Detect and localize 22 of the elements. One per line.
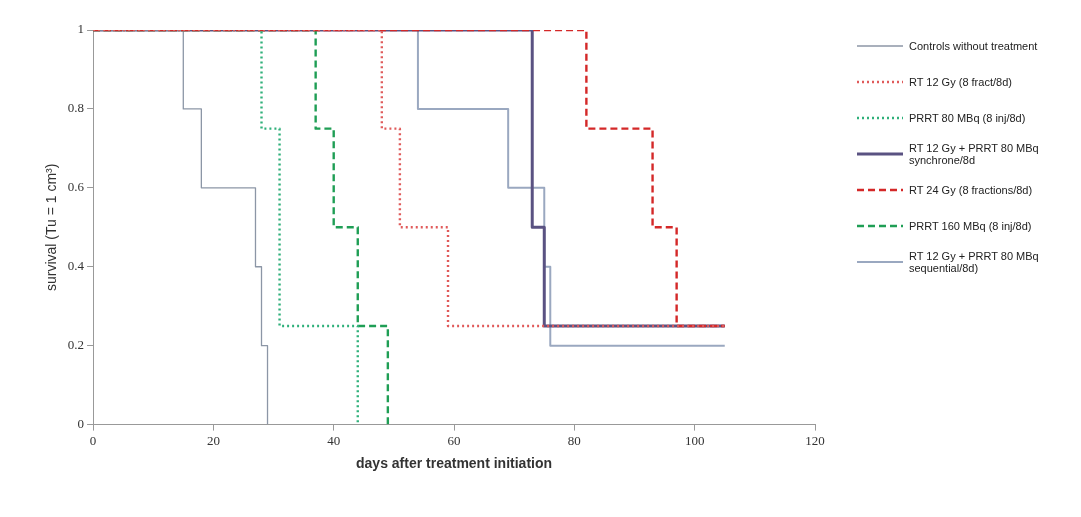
legend-label: RT 12 Gy + PRRT 80 MBq sequential/8d) bbox=[909, 250, 1040, 274]
y-tick-label: 0.4 bbox=[67, 258, 85, 274]
x-axis-title: days after treatment initiation bbox=[356, 455, 553, 472]
y-tick-label: 0 bbox=[77, 416, 85, 432]
y-tick-label: 0.6 bbox=[67, 179, 85, 195]
legend-label: Controls without treatment bbox=[909, 40, 1038, 52]
legend-label: RT 12 Gy (8 fract/8d) bbox=[909, 76, 1012, 88]
legend-label: RT 12 Gy + PRRT 80 MBq synchrone/8d bbox=[909, 142, 1040, 166]
y-tick-label: 0.2 bbox=[67, 337, 85, 353]
x-tick-label: 40 bbox=[327, 432, 341, 448]
y-axis-title: survival (Tu = 1 cm³) bbox=[43, 163, 60, 292]
legend-label: PRRT 80 MBq (8 inj/8d) bbox=[909, 112, 1026, 124]
x-tick-label: 80 bbox=[567, 432, 581, 448]
y-tick-label: 0.8 bbox=[67, 100, 85, 116]
legend-label: PRRT 160 MBq (8 inj/8d) bbox=[909, 220, 1032, 232]
legend-label: RT 24 Gy (8 fractions/8d) bbox=[909, 184, 1033, 196]
y-tick-label: 1 bbox=[77, 21, 85, 37]
x-tick-label: 60 bbox=[447, 432, 461, 448]
x-tick-label: 0 bbox=[89, 432, 97, 448]
x-tick-label: 120 bbox=[805, 432, 825, 448]
x-tick-label: 100 bbox=[684, 432, 705, 448]
x-tick-label: 20 bbox=[206, 432, 220, 448]
